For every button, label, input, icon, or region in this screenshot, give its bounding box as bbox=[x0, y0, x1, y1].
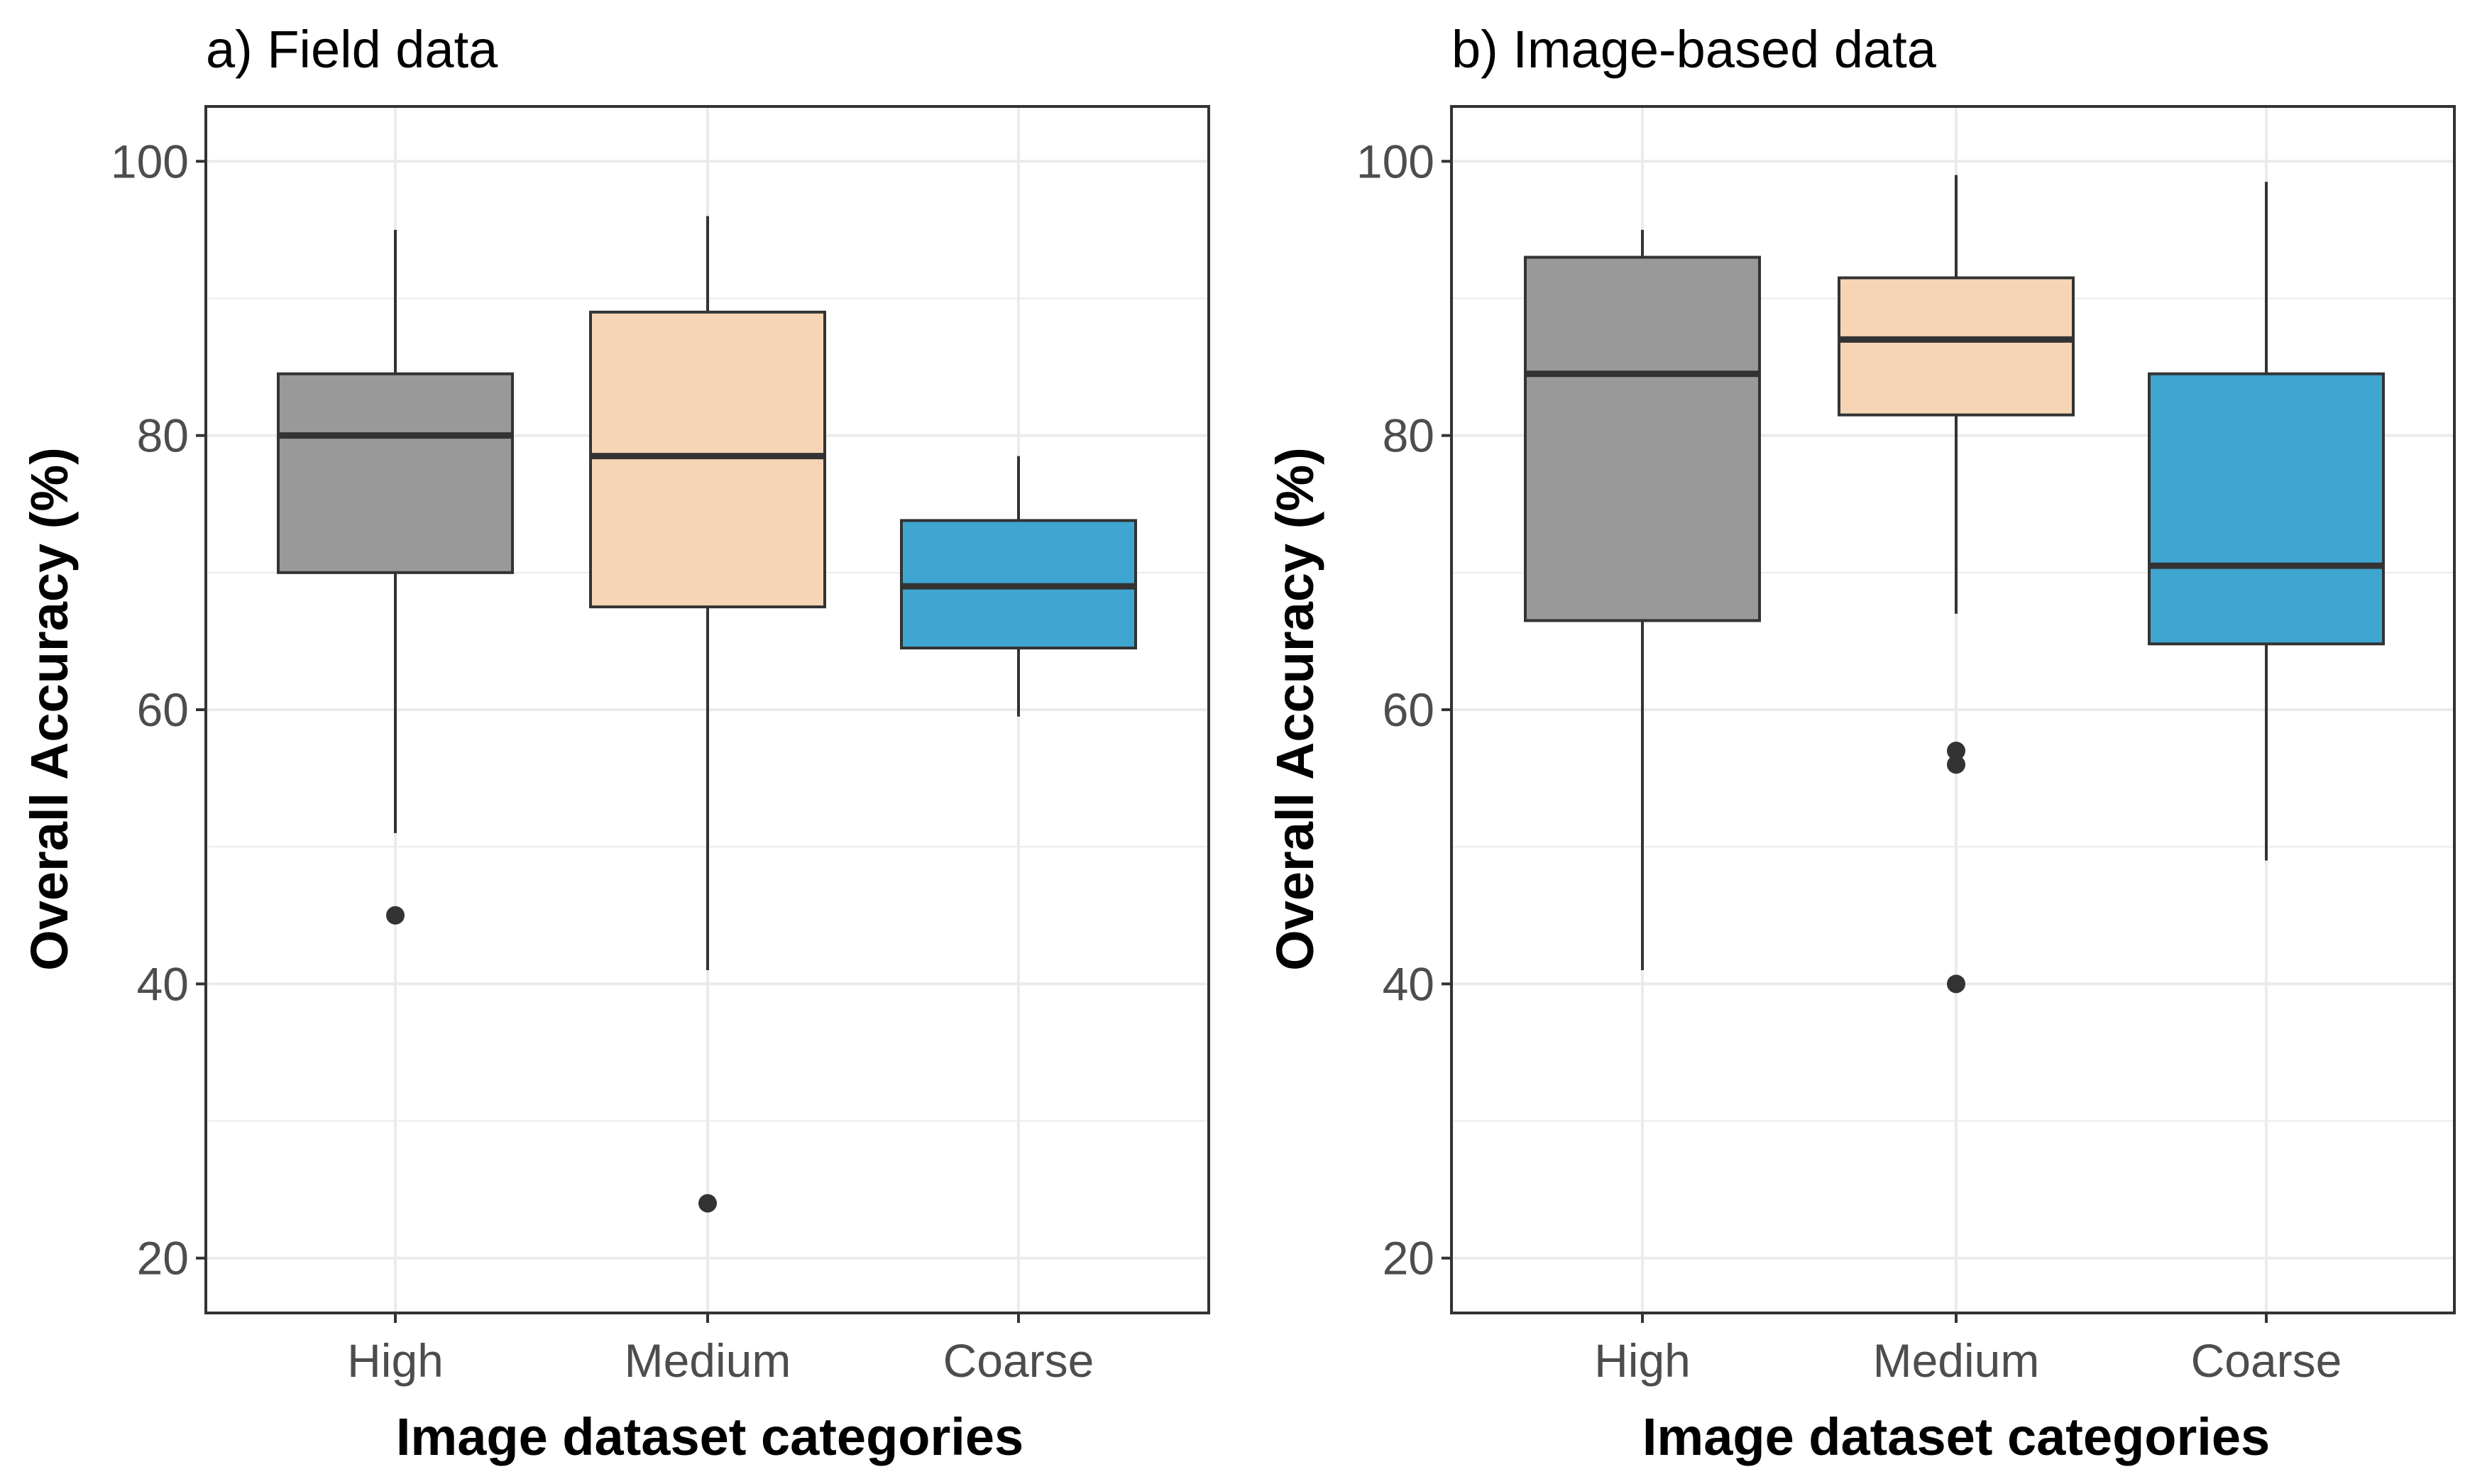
y-tick-label: 100 bbox=[1356, 135, 1434, 187]
box-rect bbox=[1838, 276, 2075, 417]
y-axis-title: Overall Accuracy (%) bbox=[20, 447, 79, 971]
x-tick-label: Coarse bbox=[2191, 1334, 2342, 1387]
x-tick-label: Medium bbox=[1873, 1334, 2040, 1387]
y-tick-label: 80 bbox=[137, 410, 189, 462]
box-rect bbox=[589, 310, 826, 609]
y-tick-label: 20 bbox=[137, 1232, 189, 1285]
y-tick-label: 100 bbox=[111, 135, 189, 187]
outlier-point bbox=[1947, 741, 1965, 760]
box-coarse bbox=[900, 456, 1137, 717]
box-rect bbox=[1524, 255, 1761, 622]
box-high bbox=[277, 229, 514, 925]
panel-field-data: a) Field data Image dataset categories O… bbox=[20, 20, 1210, 1466]
plot-area bbox=[1450, 105, 2456, 1314]
outlier-point bbox=[698, 1194, 717, 1213]
outlier-point bbox=[1947, 755, 1965, 774]
y-tick-label: 40 bbox=[1383, 957, 1434, 1010]
box-rect bbox=[277, 372, 514, 574]
plot-area bbox=[204, 105, 1210, 1314]
panel-image-based-data: b) Image-based data Image dataset catego… bbox=[1266, 20, 2456, 1466]
panel-title: a) Field data bbox=[206, 20, 498, 79]
y-tick-label: 80 bbox=[1383, 410, 1434, 462]
y-tick-label: 60 bbox=[1383, 683, 1434, 736]
box-high bbox=[1524, 229, 1761, 971]
x-tick-label: Coarse bbox=[943, 1334, 1094, 1387]
x-tick-label: High bbox=[1594, 1334, 1691, 1387]
box-medium bbox=[1838, 175, 2075, 994]
outlier-point bbox=[386, 906, 405, 925]
box-rect bbox=[2148, 372, 2385, 646]
y-tick-label: 20 bbox=[1383, 1232, 1434, 1285]
outlier-point bbox=[1947, 974, 1965, 994]
x-axis-title: Image dataset categories bbox=[1642, 1407, 2270, 1466]
x-axis-title: Image dataset categories bbox=[396, 1407, 1023, 1466]
x-tick-label: High bbox=[347, 1334, 444, 1387]
panel-title: b) Image-based data bbox=[1451, 20, 1937, 79]
y-axis-title: Overall Accuracy (%) bbox=[1266, 447, 1324, 971]
y-tick-label: 60 bbox=[137, 683, 189, 736]
box-coarse bbox=[2148, 182, 2385, 861]
box-medium bbox=[589, 216, 826, 1213]
y-tick-label: 40 bbox=[137, 957, 189, 1010]
x-tick-label: Medium bbox=[625, 1334, 791, 1387]
